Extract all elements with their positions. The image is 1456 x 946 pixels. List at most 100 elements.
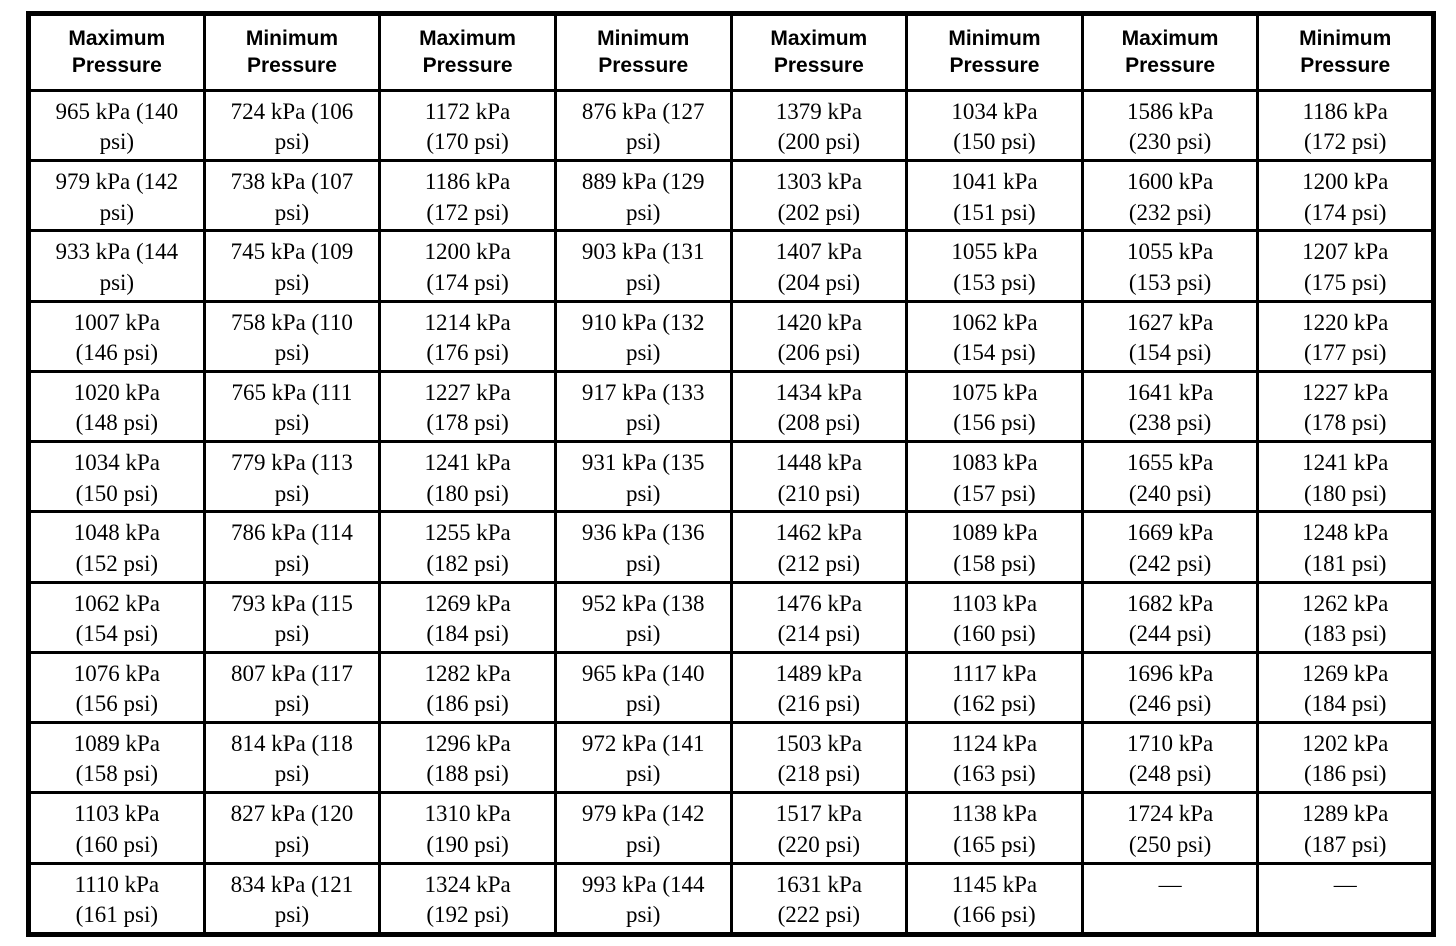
pressure-cell: 1310 kPa (190 psi) xyxy=(378,791,557,865)
pressure-cell: 1048 kPa (152 psi) xyxy=(27,510,206,584)
pressure-cell: 807 kPa (117 psi) xyxy=(202,650,382,725)
pressure-cell: 1248 kPa (181 psi) xyxy=(1256,510,1435,584)
table-row: 1103 kPa (160 psi) 827 kPa (120 psi) 1310 … xyxy=(27,791,1435,865)
pressure-cell: 1089 kPa (158 psi) xyxy=(27,721,206,795)
pressure-cell: 1103 kPa (160 psi) xyxy=(905,580,1084,654)
pressure-cell: 1586 kPa (230 psi) xyxy=(1080,88,1260,163)
pressure-cell: 779 kPa (113 psi) xyxy=(202,440,382,514)
pressure-cell: 1041 kPa (151 psi) xyxy=(905,159,1084,233)
table-row: 965 kPa (140 psi) 724 kPa (106 psi) 1172 k… xyxy=(27,88,1435,163)
pressure-cell: 1200 kPa (174 psi) xyxy=(378,229,557,303)
pressure-cell: 1034 kPa (150 psi) xyxy=(905,88,1084,163)
table-header: Maximum Pressure Minimum Pressure Maximum … xyxy=(27,12,1435,92)
pressure-cell: 1055 kPa (153 psi) xyxy=(905,229,1084,303)
pressure-cell: 1517 kPa (220 psi) xyxy=(729,791,909,865)
pressure-cell: 1138 kPa (165 psi) xyxy=(905,791,1084,865)
pressure-cell: 1655 kPa (240 psi) xyxy=(1080,440,1260,514)
pressure-cell: 1407 kPa (204 psi) xyxy=(729,229,909,303)
pressure-cell: 1503 kPa (218 psi) xyxy=(729,721,909,795)
pressure-cell: 936 kPa (136 psi) xyxy=(553,510,733,584)
pressure-cell: 1631 kPa (222 psi) xyxy=(729,861,909,937)
pressure-cell: 1117 kPa (162 psi) xyxy=(905,650,1084,725)
column-header-minimum-pressure: Minimum Pressure xyxy=(202,12,382,92)
pressure-cell: — xyxy=(1080,861,1260,937)
pressure-cell: 931 kPa (135 psi) xyxy=(553,440,733,514)
column-header-minimum-pressure: Minimum Pressure xyxy=(553,12,733,92)
pressure-cell: 1462 kPa (212 psi) xyxy=(729,510,909,584)
pressure-cell: 1434 kPa (208 psi) xyxy=(729,369,909,444)
pressure-cell: 965 kPa (140 psi) xyxy=(553,650,733,725)
pressure-cell: 1220 kPa (177 psi) xyxy=(1256,299,1435,373)
pressure-cell: 1600 kPa (232 psi) xyxy=(1080,159,1260,233)
pressure-cell: 1448 kPa (210 psi) xyxy=(729,440,909,514)
pressure-cell: 1420 kPa (206 psi) xyxy=(729,299,909,373)
pressure-cell: 1200 kPa (174 psi) xyxy=(1256,159,1435,233)
pressure-cell: 1186 kPa (172 psi) xyxy=(378,159,557,233)
pressure-cell: 1489 kPa (216 psi) xyxy=(729,650,909,725)
pressure-cell: 1007 kPa (146 psi) xyxy=(27,299,206,373)
pressure-cell: 952 kPa (138 psi) xyxy=(553,580,733,654)
pressure-cell: 1476 kPa (214 psi) xyxy=(729,580,909,654)
pressure-cell: 910 kPa (132 psi) xyxy=(553,299,733,373)
pressure-cell: 1145 kPa (166 psi) xyxy=(905,861,1084,937)
pressure-cell: 1075 kPa (156 psi) xyxy=(905,369,1084,444)
pressure-cell: 1269 kPa (184 psi) xyxy=(1256,650,1435,725)
pressure-cell: 1379 kPa (200 psi) xyxy=(729,88,909,163)
pressure-cell: 933 kPa (144 psi) xyxy=(27,229,206,303)
pressure-cell: 745 kPa (109 psi) xyxy=(202,229,382,303)
pressure-cell: 1227 kPa (178 psi) xyxy=(1256,369,1435,444)
pressure-cell: 1214 kPa (176 psi) xyxy=(378,299,557,373)
pressure-cell: 1710 kPa (248 psi) xyxy=(1080,721,1260,795)
pressure-cell: 1255 kPa (182 psi) xyxy=(378,510,557,584)
tire-pressure-table: Maximum Pressure Minimum Pressure Maximum … xyxy=(26,11,1436,937)
column-header-maximum-pressure: Maximum Pressure xyxy=(729,12,909,92)
table-row: 1048 kPa (152 psi) 786 kPa (114 psi) 1255 … xyxy=(27,510,1435,584)
tire-pressure-table-container: Maximum Pressure Minimum Pressure Maximum … xyxy=(26,11,1436,937)
table-body: 965 kPa (140 psi) 724 kPa (106 psi) 1172 k… xyxy=(27,88,1435,937)
table-row: 1007 kPa (146 psi) 758 kPa (110 psi) 1214 … xyxy=(27,299,1435,373)
pressure-cell: 965 kPa (140 psi) xyxy=(27,88,206,163)
pressure-cell: 1303 kPa (202 psi) xyxy=(729,159,909,233)
pressure-cell: 827 kPa (120 psi) xyxy=(202,791,382,865)
column-header-maximum-pressure: Maximum Pressure xyxy=(1080,12,1260,92)
pressure-cell: 738 kPa (107 psi) xyxy=(202,159,382,233)
pressure-cell: 1110 kPa (161 psi) xyxy=(27,861,206,937)
pressure-cell: 793 kPa (115 psi) xyxy=(202,580,382,654)
pressure-cell: 1034 kPa (150 psi) xyxy=(27,440,206,514)
table-row: 1062 kPa (154 psi) 793 kPa (115 psi) 1269 … xyxy=(27,580,1435,654)
pressure-cell: 1262 kPa (183 psi) xyxy=(1256,580,1435,654)
pressure-cell: 979 kPa (142 psi) xyxy=(27,159,206,233)
table-row: 1020 kPa (148 psi) 765 kPa (111 psi) 1227 … xyxy=(27,369,1435,444)
pressure-cell: 1172 kPa (170 psi) xyxy=(378,88,557,163)
pressure-cell: 979 kPa (142 psi) xyxy=(553,791,733,865)
pressure-cell: 724 kPa (106 psi) xyxy=(202,88,382,163)
table-row: 933 kPa (144 psi) 745 kPa (109 psi) 1200 k… xyxy=(27,229,1435,303)
pressure-cell: 814 kPa (118 psi) xyxy=(202,721,382,795)
header-row: Maximum Pressure Minimum Pressure Maximum … xyxy=(27,12,1435,92)
pressure-cell: 903 kPa (131 psi) xyxy=(553,229,733,303)
pressure-cell: 1202 kPa (186 psi) xyxy=(1256,721,1435,795)
pressure-cell: 786 kPa (114 psi) xyxy=(202,510,382,584)
pressure-cell: 1696 kPa (246 psi) xyxy=(1080,650,1260,725)
pressure-cell: 1103 kPa (160 psi) xyxy=(27,791,206,865)
pressure-cell: 1186 kPa (172 psi) xyxy=(1256,88,1435,163)
pressure-cell: 1682 kPa (244 psi) xyxy=(1080,580,1260,654)
pressure-cell: 1296 kPa (188 psi) xyxy=(378,721,557,795)
pressure-cell: 1641 kPa (238 psi) xyxy=(1080,369,1260,444)
pressure-cell: 1207 kPa (175 psi) xyxy=(1256,229,1435,303)
pressure-cell: 1282 kPa (186 psi) xyxy=(378,650,557,725)
pressure-cell: 1324 kPa (192 psi) xyxy=(378,861,557,937)
pressure-cell: 1055 kPa (153 psi) xyxy=(1080,229,1260,303)
pressure-cell: 1020 kPa (148 psi) xyxy=(27,369,206,444)
table-row: 1076 kPa (156 psi) 807 kPa (117 psi) 1282 … xyxy=(27,650,1435,725)
column-header-minimum-pressure: Minimum Pressure xyxy=(905,12,1084,92)
pressure-cell: 917 kPa (133 psi) xyxy=(553,369,733,444)
pressure-cell: 876 kPa (127 psi) xyxy=(553,88,733,163)
pressure-cell: 1089 kPa (158 psi) xyxy=(905,510,1084,584)
column-header-maximum-pressure: Maximum Pressure xyxy=(378,12,557,92)
pressure-cell: 1269 kPa (184 psi) xyxy=(378,580,557,654)
pressure-cell: 1062 kPa (154 psi) xyxy=(27,580,206,654)
table-row: 1110 kPa (161 psi) 834 kPa (121 psi) 1324 … xyxy=(27,861,1435,937)
pressure-cell: 1627 kPa (154 psi) xyxy=(1080,299,1260,373)
column-header-minimum-pressure: Minimum Pressure xyxy=(1256,12,1435,92)
